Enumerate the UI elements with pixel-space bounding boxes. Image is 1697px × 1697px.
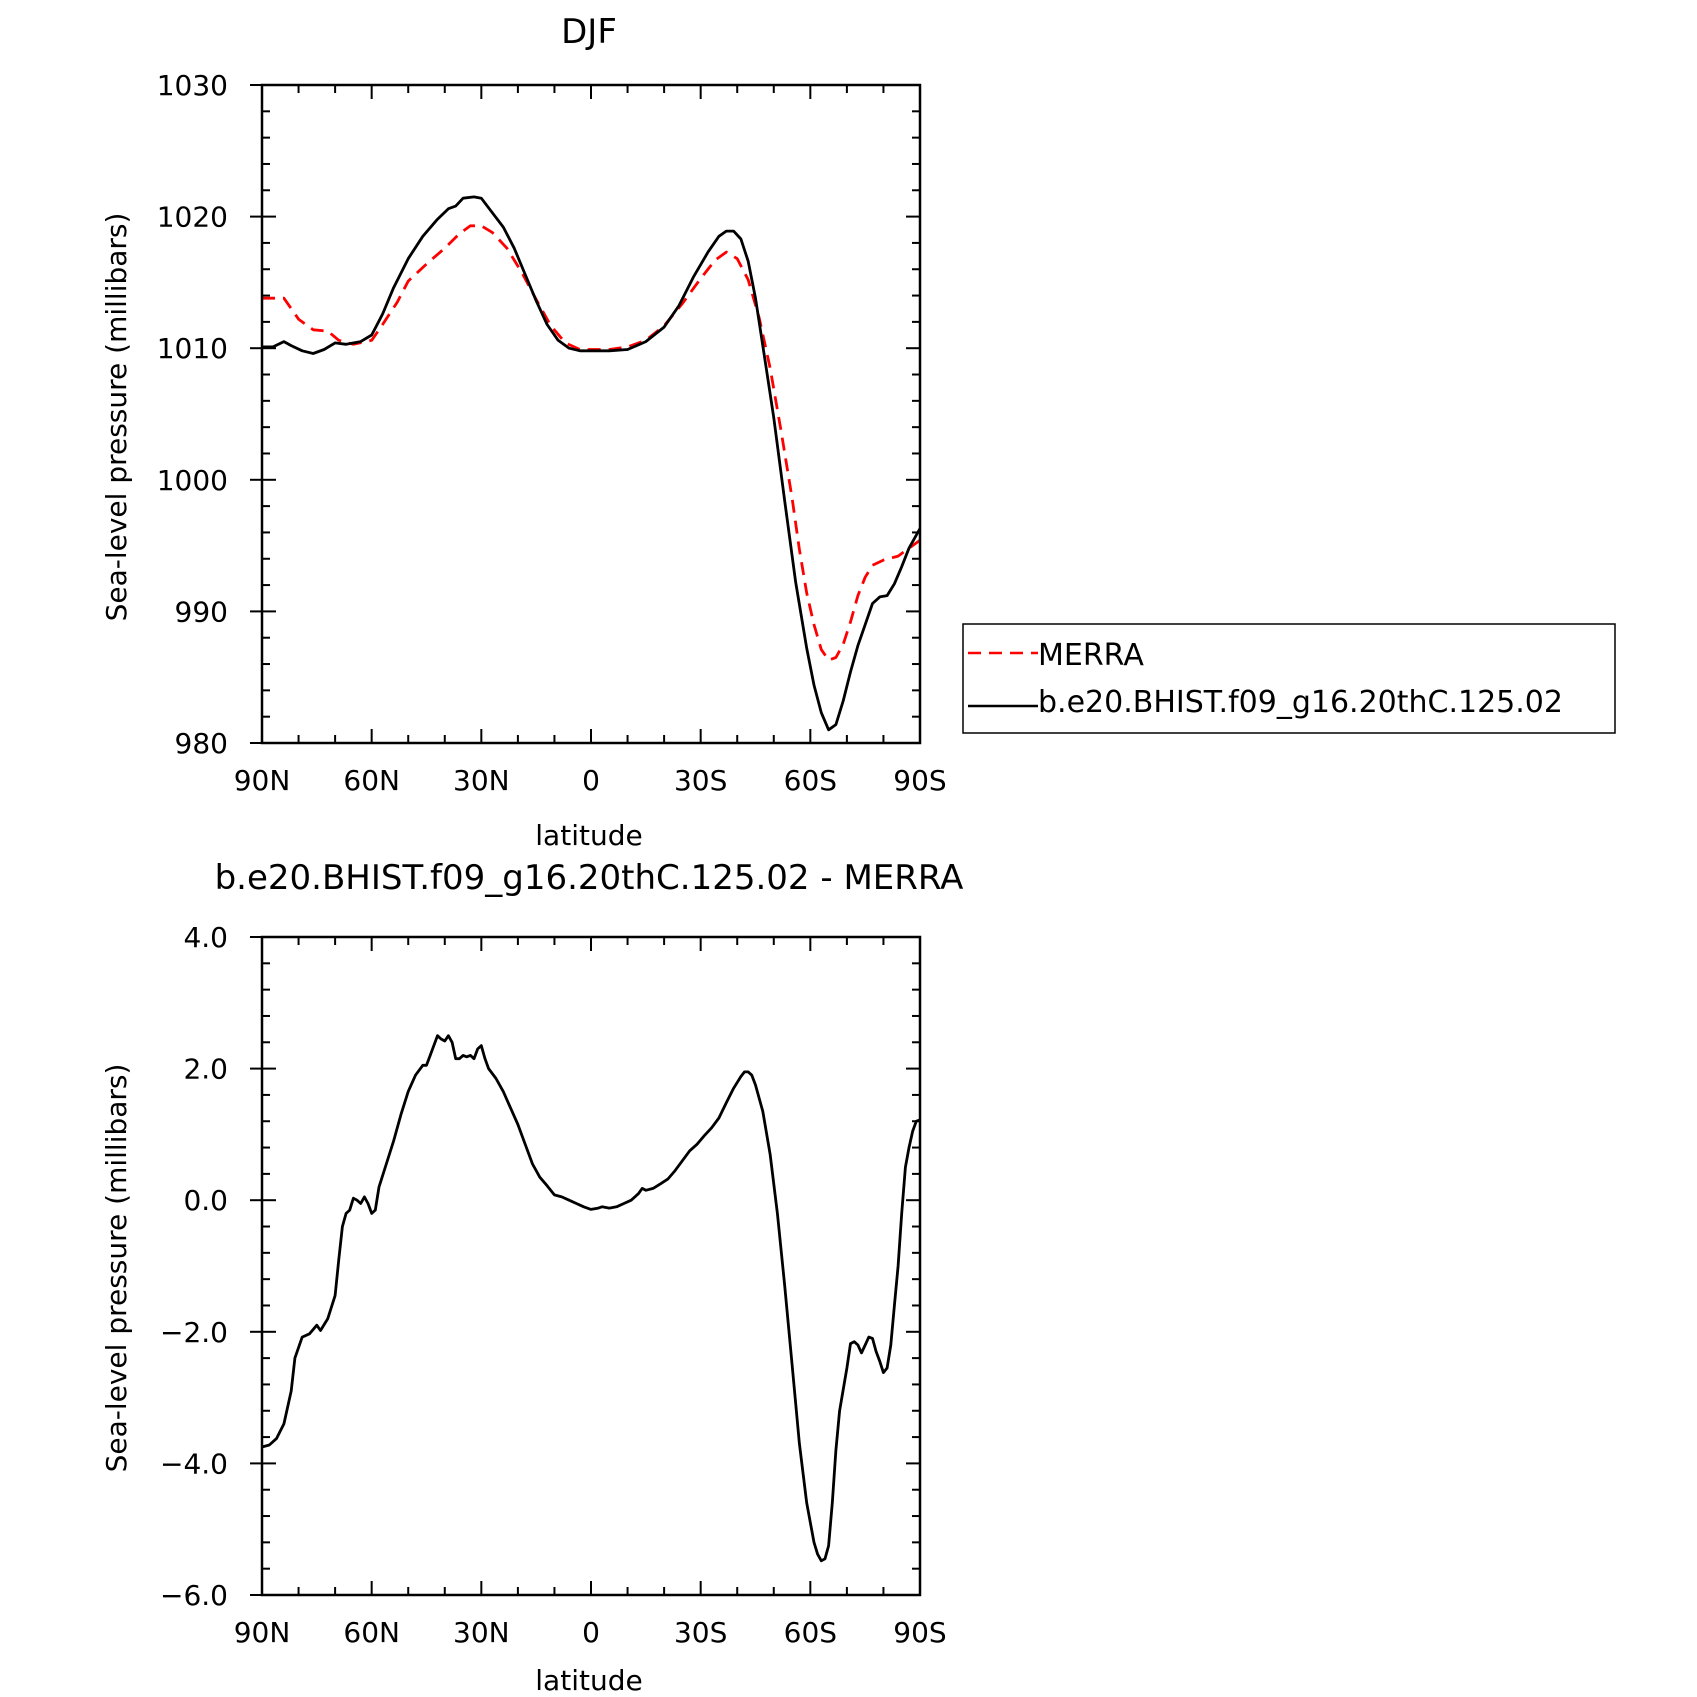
top-panel-y-tick-label: 980 — [175, 727, 228, 760]
bottom-panel: b.e20.BHIST.f09_g16.20thC.125.02 - MERRA… — [100, 858, 963, 1697]
top-panel-y-tick-label: 1030 — [157, 69, 228, 102]
bottom-panel-y-tick-label: −4.0 — [160, 1447, 228, 1480]
bottom-panel-y-axis-label: Sea-level pressure (millibars) — [100, 1064, 133, 1473]
top-panel-y-tick-label: 1010 — [157, 332, 228, 365]
bottom-panel-y-tick-label: 0.0 — [183, 1184, 228, 1217]
bottom-panel-x-tick-label: 60S — [784, 1616, 837, 1649]
top-panel-x-axis-label: latitude — [535, 819, 642, 852]
top-panel-x-tick-label: 60N — [343, 764, 400, 797]
top-panel-x-tick-label: 30S — [674, 764, 727, 797]
top-panel-x-tick-label: 60S — [784, 764, 837, 797]
bottom-panel-x-axis-label: latitude — [535, 1664, 642, 1697]
bottom-panel-y-tick-label: −6.0 — [160, 1579, 228, 1612]
top-panel-y-tick-label: 1020 — [157, 201, 228, 234]
top-panel-x-tick-label: 90S — [893, 764, 946, 797]
legend: MERRA b.e20.BHIST.f09_g16.20thC.125.02 — [962, 623, 1616, 734]
top-panel-x-tick-label: 90N — [234, 764, 291, 797]
top-panel-series — [262, 195, 922, 732]
bottom-panel-x-tick-label: 30N — [453, 1616, 510, 1649]
bottom-panel-axes: 90N 60N 30N 0 30S 60S 90S −6.0 −4.0 −2.0 0.0 2.0 4.0 — [160, 921, 947, 1649]
top-panel-x-tick-label: 0 — [582, 764, 600, 797]
top-panel-y-axis-label: Sea-level pressure (millibars) — [100, 213, 133, 622]
top-panel-axes: 90N 60N 30N 0 30S 60S 90S 980 990 1000 1010 1020 103… — [157, 69, 947, 797]
top-panel-title: DJF — [561, 12, 617, 52]
top-panel-frame — [260, 83, 922, 745]
bottom-panel-y-tick-label: 4.0 — [183, 921, 228, 954]
top-panel: DJF latitude Sea-level pressure (milliba… — [100, 12, 947, 852]
bottom-panel-series-difference-line — [261, 1034, 921, 1563]
legend-label-model: b.e20.BHIST.f09_g16.20thC.125.02 — [1038, 685, 1563, 720]
bottom-panel-x-tick-label: 30S — [674, 1616, 727, 1649]
bottom-panel-y-tick-label: −2.0 — [160, 1316, 228, 1349]
top-panel-x-tick-label: 30N — [453, 764, 510, 797]
top-panel-series-b-e20-bhist-f09-g16-20thc-125-02-line — [262, 195, 922, 732]
bottom-panel-title: b.e20.BHIST.f09_g16.20thC.125.02 - MERRA — [215, 858, 964, 898]
bottom-panel-series — [261, 1034, 921, 1563]
bottom-panel-x-tick-label: 60N — [343, 1616, 400, 1649]
bottom-panel-y-tick-label: 2.0 — [183, 1053, 228, 1086]
bottom-panel-x-tick-label: 0 — [582, 1616, 600, 1649]
top-panel-y-tick-label: 1000 — [157, 464, 228, 497]
legend-label-merra: MERRA — [1038, 638, 1144, 673]
top-panel-y-tick-label: 990 — [175, 595, 228, 628]
top-panel-series-merra-line — [262, 224, 921, 662]
bottom-panel-x-tick-label: 90N — [234, 1616, 291, 1649]
bottom-panel-frame — [260, 935, 922, 1597]
bottom-panel-x-tick-label: 90S — [893, 1616, 946, 1649]
legend-box — [962, 623, 1616, 734]
